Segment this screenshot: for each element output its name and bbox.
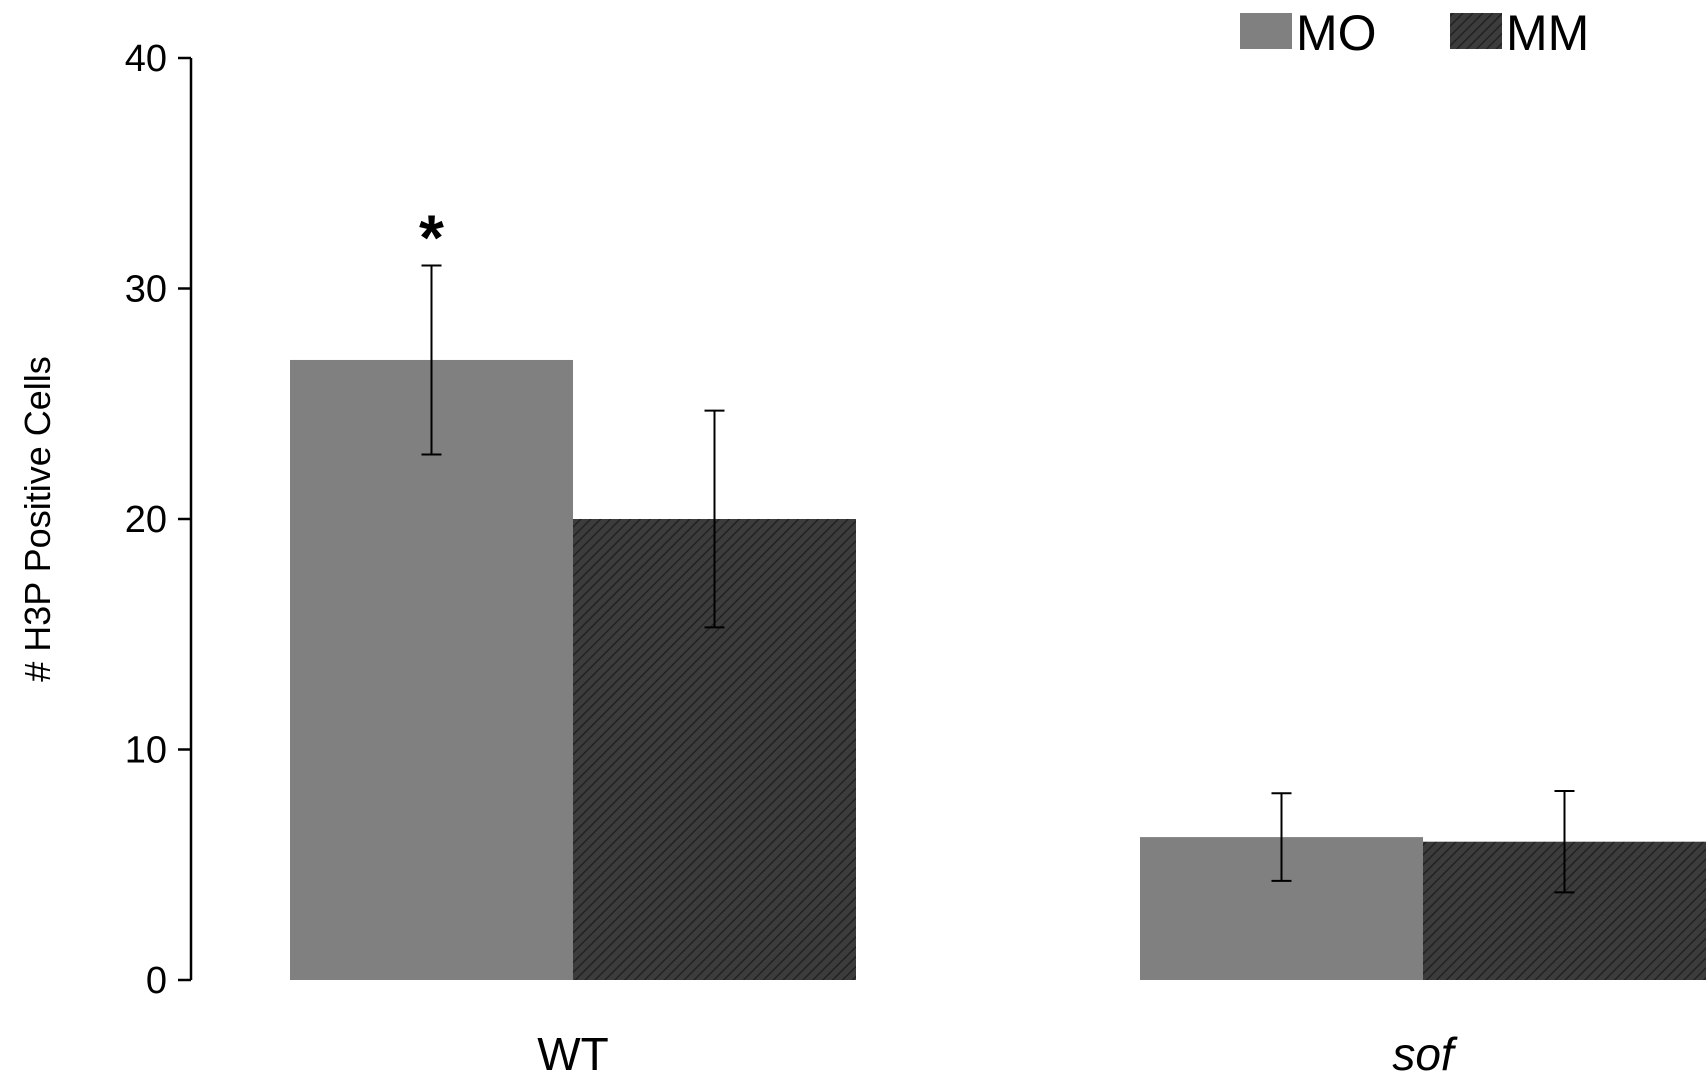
- legend-label-mo: MO: [1296, 5, 1377, 61]
- y-ticks: 0 10 20 30 40: [125, 38, 191, 1002]
- y-tick-label: 0: [146, 960, 167, 1002]
- legend-swatch-mo: [1240, 13, 1292, 49]
- y-tick-label: 20: [125, 499, 167, 541]
- bars: [290, 359, 1706, 981]
- y-tick-label: 10: [125, 730, 167, 772]
- y-tick-label: 40: [125, 38, 167, 80]
- legend-label-mm: MM: [1506, 5, 1589, 61]
- significance-star: *: [419, 201, 444, 273]
- y-axis-label: # H3P Positive Cells: [17, 356, 58, 681]
- legend: MO MM: [1240, 5, 1589, 61]
- error-bars: [421, 264, 1575, 894]
- category-label-sof: sof: [1392, 1028, 1458, 1080]
- y-tick-label: 30: [125, 269, 167, 311]
- category-label-wt: WT: [537, 1028, 609, 1080]
- bar-mo-wt: [290, 359, 573, 981]
- legend-swatch-mm: [1450, 13, 1502, 49]
- annotations: *: [419, 201, 444, 273]
- category-labels: WT sof: [537, 1028, 1458, 1080]
